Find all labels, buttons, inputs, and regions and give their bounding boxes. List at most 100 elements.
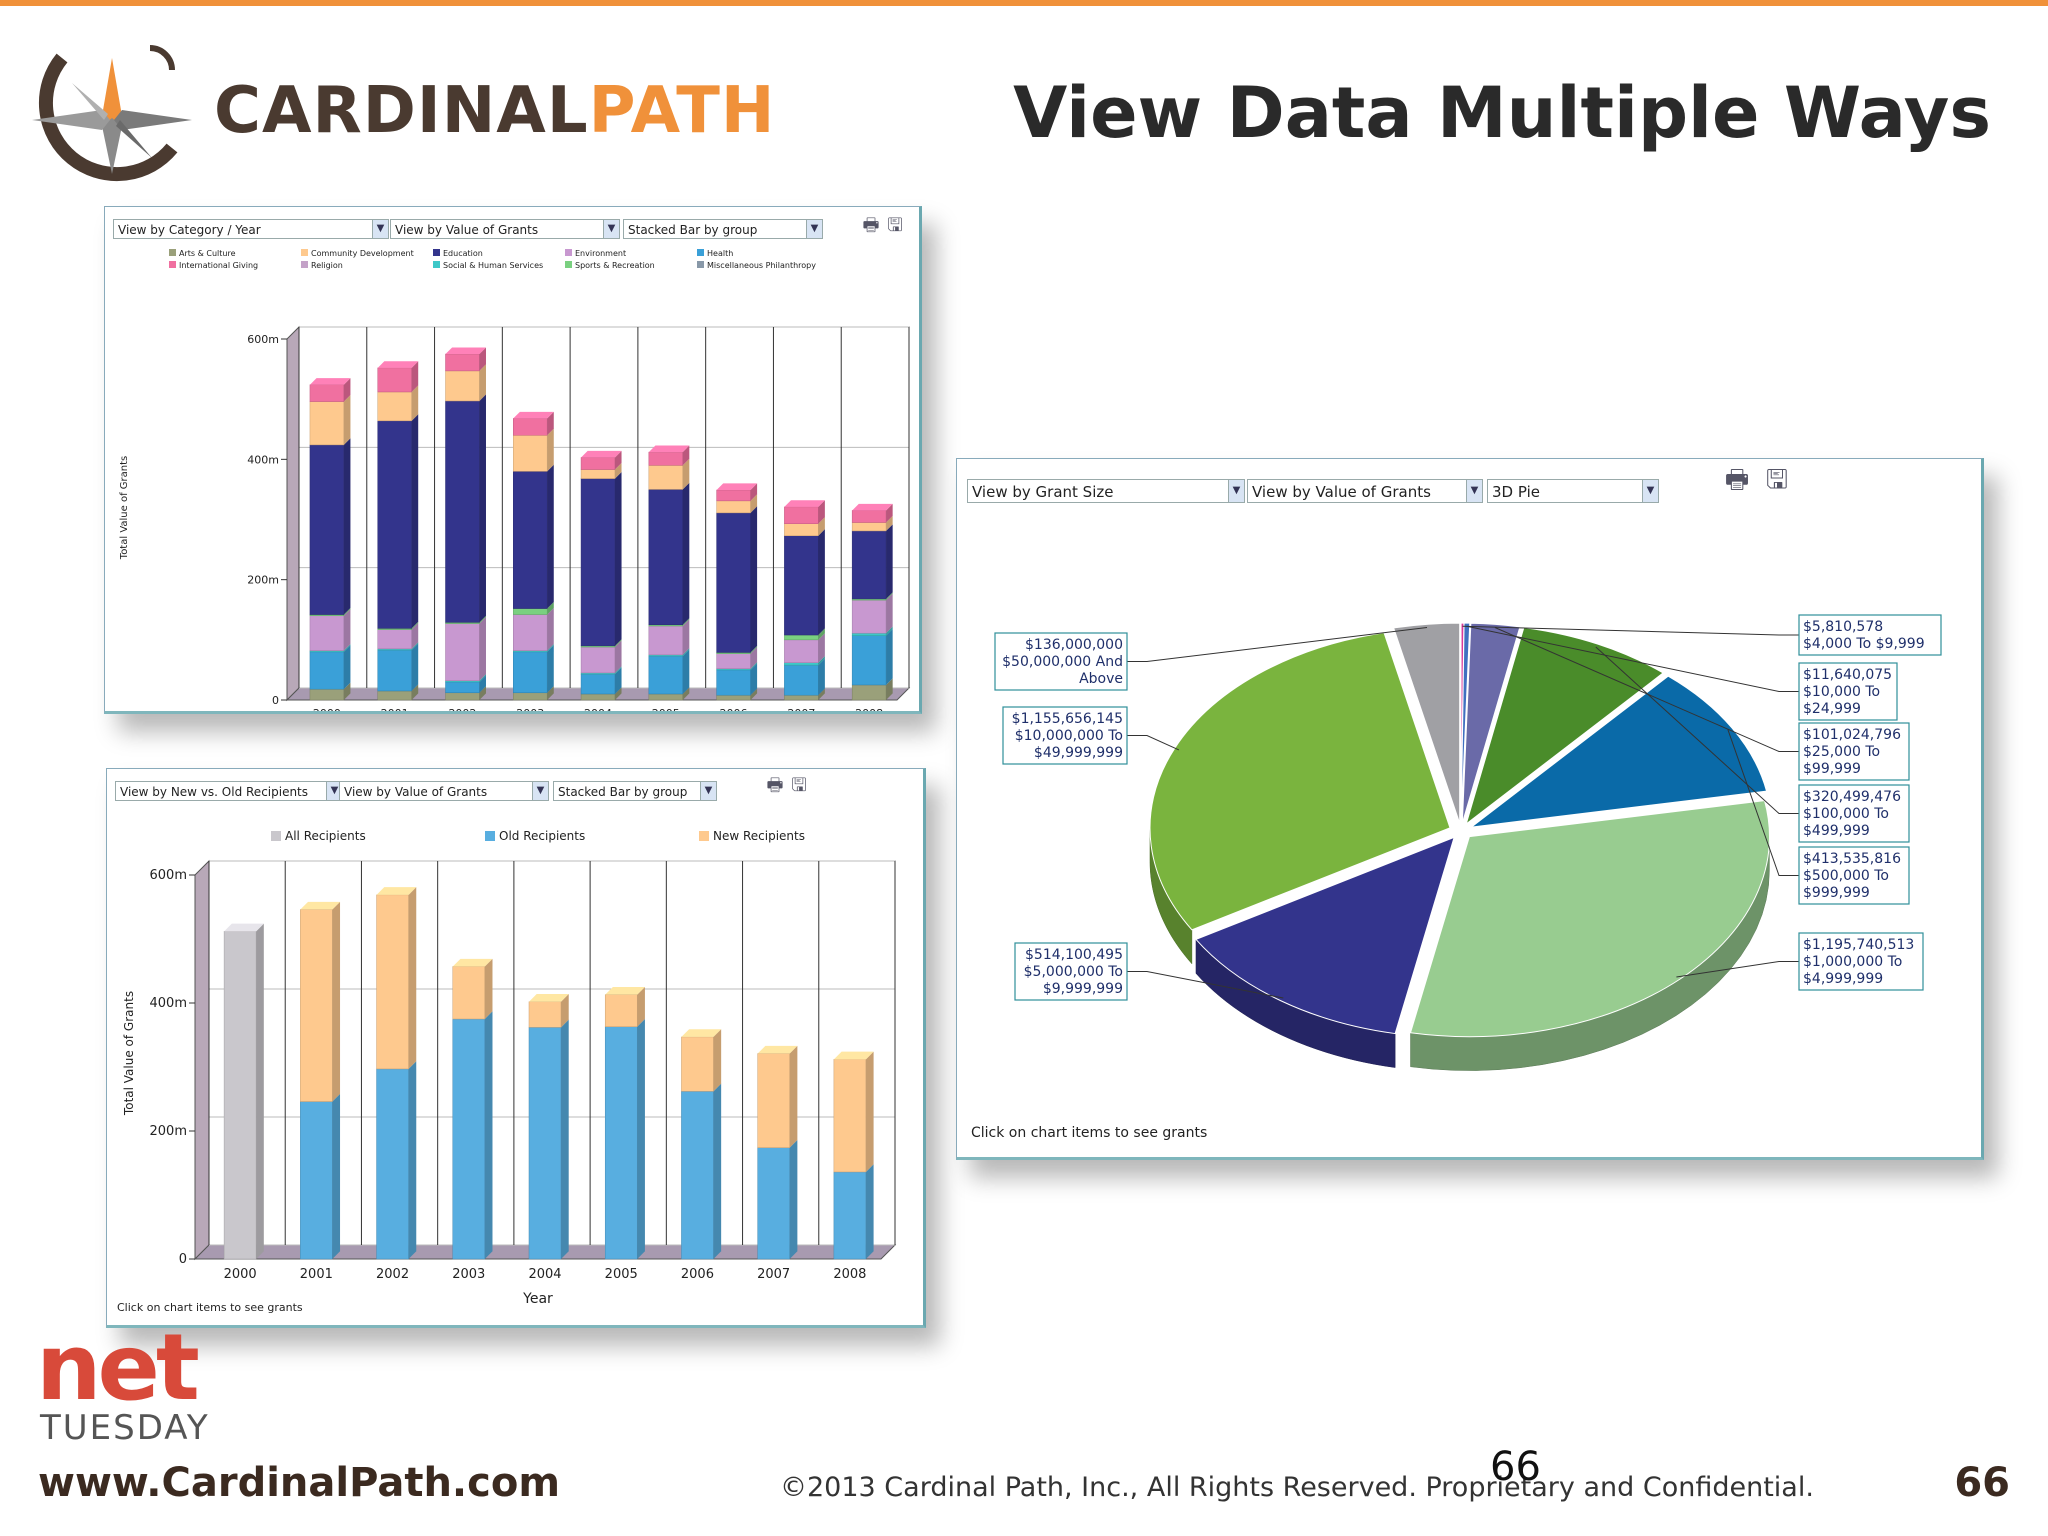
slice-label-text: $500,000 To: [1803, 868, 1889, 884]
bar-segment: [716, 694, 751, 701]
bar-top: [300, 901, 341, 910]
bar-segment: [376, 1068, 409, 1260]
bar-segment: [377, 367, 412, 393]
x-tick-label: 2003: [452, 1267, 485, 1282]
footer-url[interactable]: www.CardinalPath.com: [38, 1460, 560, 1506]
y-tick-label: 600m: [247, 333, 279, 346]
slice-label-text: $1,000,000 To: [1803, 954, 1902, 970]
view-by-value-select[interactable]: View by Value of Grants ▼: [390, 219, 620, 239]
callout-line: [1462, 625, 1799, 636]
chart-type-select[interactable]: 3D Pie ▼: [1487, 479, 1659, 503]
bar-segment-side: [818, 500, 825, 524]
bar-segment-side: [411, 684, 419, 700]
bar-segment-side: [682, 445, 690, 466]
bar-segment-side: [886, 524, 893, 599]
save-icon[interactable]: 🖫: [887, 215, 903, 235]
legend-item: Education: [433, 249, 483, 258]
bar-segment-side: [479, 686, 486, 700]
view-by-category-select[interactable]: View by Category / Year ▼: [113, 219, 389, 239]
bar-segment: [376, 894, 409, 1070]
view-by-value-select[interactable]: View by Value of Grants ▼: [1247, 479, 1483, 503]
chevron-down-icon[interactable]: ▼: [532, 782, 548, 800]
bar-segment-side: [750, 662, 758, 670]
bar-top: [377, 361, 419, 368]
x-tick-label: 2003: [516, 707, 544, 711]
bar-segment-side: [547, 464, 554, 609]
bar-segment-side: [818, 656, 825, 666]
chevron-down-icon[interactable]: ▼: [603, 220, 619, 238]
bar-segment: [648, 465, 683, 490]
view-by-grant-size-select[interactable]: View by Grant Size ▼: [967, 479, 1245, 503]
bar-segment-side: [614, 462, 622, 479]
view-by-recipients-select[interactable]: View by New vs. Old Recipients ▼: [115, 781, 343, 801]
chevron-down-icon[interactable]: ▼: [1228, 480, 1244, 502]
select-value: View by Value of Grants: [344, 785, 488, 799]
legend-label: Sports & Recreation: [575, 261, 655, 270]
bar-segment: [309, 615, 345, 651]
bar-segment-side: [411, 361, 419, 392]
x-tick-label: 2006: [720, 707, 748, 711]
bar-top: [224, 923, 264, 932]
bar-segment: [648, 655, 683, 695]
bar-segment: [452, 966, 486, 1020]
chevron-down-icon[interactable]: ▼: [700, 782, 716, 800]
bar-segment-side: [411, 385, 419, 421]
bar-segment-side: [479, 674, 486, 682]
chart-type-select[interactable]: Stacked Bar by group ▼: [553, 781, 717, 801]
chevron-down-icon[interactable]: ▼: [1466, 480, 1482, 502]
view-by-value-select[interactable]: View by Value of Grants ▼: [339, 781, 549, 801]
chevron-down-icon[interactable]: ▼: [326, 782, 342, 800]
bar-segment-side: [561, 994, 569, 1028]
legend-item: Miscellaneous Philanthropy: [697, 261, 816, 270]
bar-segment-side: [547, 686, 554, 700]
select-value: View by New vs. Old Recipients: [120, 785, 309, 799]
bar-segment: [445, 400, 480, 623]
bar-segment-side: [818, 658, 825, 696]
save-icon[interactable]: 🖫: [791, 775, 807, 795]
slice-label-text: $499,999: [1803, 823, 1870, 839]
bar-segment-side: [750, 645, 758, 654]
bar-segment-side: [750, 688, 758, 700]
footer-copyright: ©2013 Cardinal Path, Inc., All Rights Re…: [780, 1472, 1814, 1503]
category-year-panel: View by Category / Year ▼ View by Value o…: [104, 206, 922, 714]
chart-type-select[interactable]: Stacked Bar by group ▼: [623, 219, 823, 239]
x-tick-label: 2001: [381, 707, 409, 711]
print-icon[interactable]: 🖶: [1724, 464, 1750, 494]
slice-label-box: [1798, 846, 1910, 905]
bar-segment-side: [561, 1019, 569, 1259]
legend-swatch: [301, 261, 308, 268]
x-tick-label: 2001: [300, 1267, 333, 1282]
print-icon[interactable]: 🖶: [862, 215, 880, 235]
chevron-down-icon[interactable]: ▼: [372, 220, 388, 238]
bar-segment: [580, 469, 616, 479]
bar-segment: [300, 909, 333, 1102]
bar-segment-side: [713, 1029, 722, 1092]
bar-segment-side: [479, 615, 486, 624]
slice-label: $1,155,656,145$10,000,000 To$49,999,999: [1002, 706, 1128, 765]
bar-segment: [580, 457, 616, 470]
bar-segment: [513, 608, 548, 615]
pie-slice: [1149, 632, 1451, 931]
stacked-bar-chart-recipients[interactable]: All Recipients Old Recipients New Recipien…: [107, 805, 919, 1325]
bar-segment-side: [682, 687, 690, 700]
bar-segment: [784, 639, 819, 663]
legend-label: Social & Human Services: [443, 261, 543, 270]
chevron-down-icon[interactable]: ▼: [806, 220, 822, 238]
pie-slice: [1460, 622, 1471, 824]
bar-segment: [528, 1001, 562, 1028]
bar-segment: [445, 353, 480, 372]
print-icon[interactable]: 🖶: [766, 775, 784, 795]
y-tick-label: 200m: [150, 1124, 187, 1139]
bar-segment-side: [614, 667, 622, 694]
callout-line: [1127, 735, 1180, 751]
pie-chart-grant-size[interactable]: $5,810,578$4,000 To $9,999$11,640,075$10…: [957, 509, 1977, 1149]
legend-swatch: [565, 261, 572, 268]
chevron-down-icon[interactable]: ▼: [1642, 480, 1658, 502]
slice-label-text: $11,640,075: [1803, 667, 1892, 683]
callout-line: [1595, 646, 1799, 814]
left-wall: [286, 325, 300, 702]
save-icon[interactable]: 🖫: [1765, 464, 1789, 494]
stacked-bar-chart-category[interactable]: Arts & Culture Community Development Educa…: [105, 241, 915, 711]
bar-segment: [309, 651, 345, 690]
bar-segment-side: [614, 639, 622, 648]
